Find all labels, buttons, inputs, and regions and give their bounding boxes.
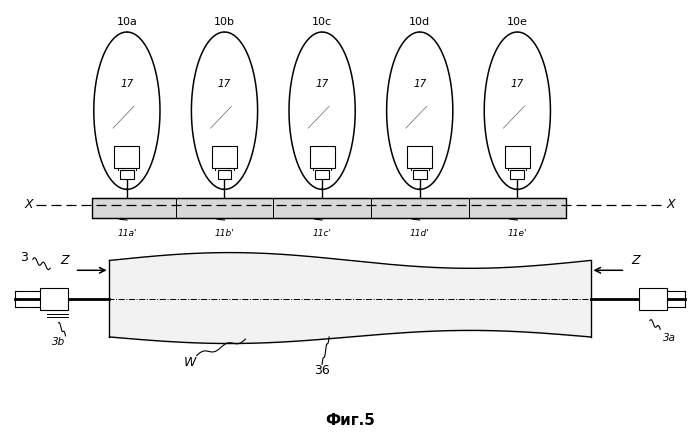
Bar	[218, 170, 232, 180]
Text: Фиг.5: Фиг.5	[325, 413, 375, 428]
Bar	[315, 170, 329, 180]
Text: 10c: 10c	[312, 17, 332, 27]
Bar	[505, 146, 530, 168]
Bar	[92, 198, 566, 218]
Text: 3b: 3b	[52, 337, 65, 348]
Bar	[510, 170, 524, 180]
Text: X: X	[666, 198, 676, 211]
Text: 17: 17	[511, 80, 524, 89]
Text: 3: 3	[20, 251, 27, 264]
Text: 10b: 10b	[214, 17, 235, 27]
Text: 10a: 10a	[116, 17, 137, 27]
Text: 17: 17	[413, 80, 426, 89]
Text: 10d: 10d	[410, 17, 430, 27]
Bar	[639, 288, 667, 310]
Text: 17: 17	[120, 80, 134, 89]
Bar	[309, 146, 335, 168]
Text: 36: 36	[314, 364, 330, 378]
Bar	[40, 288, 68, 310]
Text: Z: Z	[60, 254, 69, 267]
Text: 11d': 11d'	[410, 229, 430, 238]
Bar	[120, 170, 134, 180]
Text: 11b': 11b'	[215, 229, 235, 238]
Text: 17: 17	[316, 80, 329, 89]
Text: 17: 17	[218, 80, 231, 89]
Bar	[212, 146, 237, 168]
Text: 10e: 10e	[507, 17, 528, 27]
Text: 11c': 11c'	[313, 229, 332, 238]
Text: 11e': 11e'	[508, 229, 527, 238]
Text: X: X	[25, 198, 34, 211]
Text: W: W	[183, 356, 196, 369]
Bar	[114, 146, 139, 168]
Bar	[407, 146, 433, 168]
Bar	[413, 170, 427, 180]
Text: Z: Z	[631, 254, 640, 267]
Text: 11a': 11a'	[117, 229, 136, 238]
Text: 3a: 3a	[663, 333, 676, 343]
